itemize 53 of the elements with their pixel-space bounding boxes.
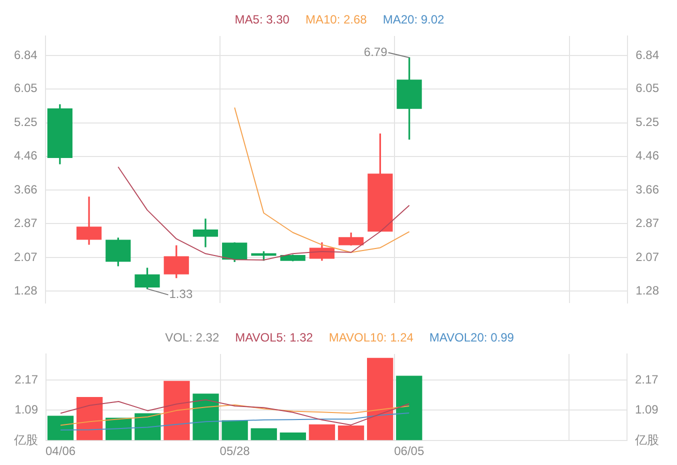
legend-label: MA20: 9.02 [382, 12, 445, 26]
y2-tick-label: 2.87 [636, 216, 660, 230]
candlestick [396, 57, 422, 140]
bar [192, 394, 219, 440]
y-tick-label: 2.07 [14, 250, 38, 264]
y2-tick-label: 1.28 [636, 283, 660, 298]
text: MA5: 3.30 [234, 12, 290, 26]
y2-tick-label: 2.07 [636, 250, 660, 264]
candlestick [106, 238, 131, 266]
bar [134, 413, 161, 440]
x-tick-label: 06/05 [394, 444, 424, 458]
bar [76, 397, 103, 440]
y2-tick-label: 6.84 [636, 48, 660, 62]
y2-tick-label: 6.05 [636, 81, 660, 96]
text: MA10: 2.68 [305, 12, 368, 26]
bar [396, 376, 422, 440]
text: MAVOL5: 1.32 [235, 330, 314, 344]
x-tick-label: 04/06 [46, 444, 76, 458]
candlestick [76, 196, 102, 245]
annotation: 6.79 [364, 44, 388, 59]
text: VOL: 2.32 [165, 330, 220, 344]
y2-tick-label: 4.46 [636, 148, 660, 163]
bar [367, 358, 394, 440]
x-tick-label: 05/28 [220, 444, 250, 458]
bar [164, 380, 190, 440]
text: MAVOL20: 0.99 [429, 330, 514, 344]
y-tick-label: 2.87 [14, 216, 38, 230]
bar [308, 424, 336, 440]
bar [338, 426, 364, 440]
y-tick-label: 亿股 [13, 432, 38, 447]
candlestick [47, 104, 72, 164]
annotation: 1.33 [169, 287, 193, 302]
y2-tick-label: 1.09 [635, 402, 659, 416]
y-tick-label: 5.25 [14, 115, 38, 130]
y2-tick-label: 3.66 [636, 182, 660, 196]
candlestick [134, 268, 160, 290]
y-tick-label: 6.84 [14, 48, 38, 62]
y-tick-label: 6.05 [14, 81, 38, 96]
candlestick [338, 232, 364, 246]
y2-tick-label: 2.17 [635, 372, 659, 386]
bar [250, 428, 277, 440]
y-tick-label: 4.46 [14, 148, 38, 163]
bar [280, 432, 306, 440]
y-tick-label: 2.17 [14, 372, 38, 386]
bar [47, 416, 74, 440]
y-tick-label: 1.28 [14, 283, 38, 298]
y2-tick-label: 5.25 [636, 115, 660, 130]
bar [106, 418, 132, 440]
text: MAVOL10: 1.24 [328, 330, 414, 344]
y-tick-label: 3.66 [14, 182, 38, 196]
y2-tick-label: 亿股 [634, 432, 659, 447]
bar [222, 420, 248, 440]
y-tick-label: 1.09 [14, 402, 38, 416]
